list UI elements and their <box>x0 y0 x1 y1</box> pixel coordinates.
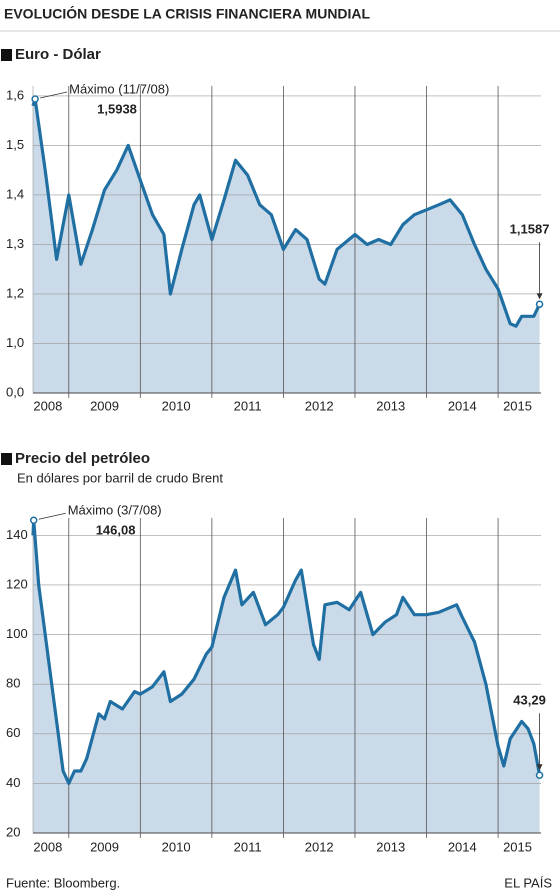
y-tick-label: 1,6 <box>6 87 24 102</box>
point <box>29 516 38 525</box>
page-title: EVOLUCIÓN DESDE LA CRISIS FINANCIERA MUN… <box>4 5 371 22</box>
y-tick-label: 1,5 <box>6 137 24 152</box>
y-tick-label: 1,4 <box>6 186 24 201</box>
line <box>31 97 542 328</box>
pointer-head <box>536 293 543 300</box>
y-tick-label: 0,0 <box>6 384 24 399</box>
value-label: 146,08 <box>96 523 136 538</box>
x-tick-label: 2009 <box>90 398 119 413</box>
pointer <box>40 91 68 99</box>
y-tick-label: 1,0 <box>6 335 24 350</box>
annotation: Máximo (3/7/08) <box>68 503 162 518</box>
x-tick-label: 2011 <box>234 839 262 854</box>
x-tick-label: 2010 <box>162 839 191 854</box>
x-tick-label: 2015 <box>503 839 532 854</box>
y-tick-label: 120 <box>6 576 28 591</box>
y-tick-label: 140 <box>6 527 28 542</box>
point <box>535 300 544 308</box>
title-marker <box>1 453 12 465</box>
x-tick-label: 2012 <box>305 398 334 413</box>
y-tick-label: 80 <box>6 676 20 691</box>
chart-subtitle: En dólares por barril de crudo Brent <box>17 470 223 485</box>
y-tick-label: 1,3 <box>6 236 24 251</box>
x-tick-label: 2014 <box>448 839 477 854</box>
x-tick-label: 2008 <box>33 839 62 854</box>
x-tick-label: 2013 <box>376 839 405 854</box>
y-tick-label: 100 <box>6 626 28 641</box>
y-tick-label: 40 <box>6 775 20 790</box>
x-tick-label: 2012 <box>305 839 334 854</box>
chart-title: Euro - Dólar <box>15 46 101 63</box>
annotation: Máximo (11/7/08) <box>69 81 169 96</box>
x-tick-label: 2015 <box>503 398 532 413</box>
brand: EL PAÍS <box>504 875 552 890</box>
x-tick-label: 2009 <box>90 839 119 854</box>
point <box>31 95 39 103</box>
line <box>31 518 542 785</box>
title-marker <box>1 49 12 61</box>
x-tick-label: 2010 <box>162 398 191 413</box>
x-tick-label: 2013 <box>376 398 405 413</box>
chart-title: Precio del petróleo <box>15 450 150 467</box>
value-label: 1,5938 <box>97 101 137 116</box>
point <box>535 771 544 779</box>
y-tick-label: 1,2 <box>6 285 24 300</box>
area <box>33 520 540 833</box>
x-tick-label: 2011 <box>234 398 262 413</box>
value-label: 43,29 <box>513 693 546 708</box>
y-tick-label: 20 <box>6 824 20 839</box>
pointer-head <box>536 764 543 771</box>
source: Fuente: Bloomberg. <box>6 875 120 890</box>
y-tick-label: 60 <box>6 725 20 740</box>
x-tick-label: 2008 <box>33 398 62 413</box>
value-label: 1,1587 <box>510 222 550 237</box>
pointer <box>38 512 66 520</box>
x-tick-label: 2014 <box>448 398 477 413</box>
